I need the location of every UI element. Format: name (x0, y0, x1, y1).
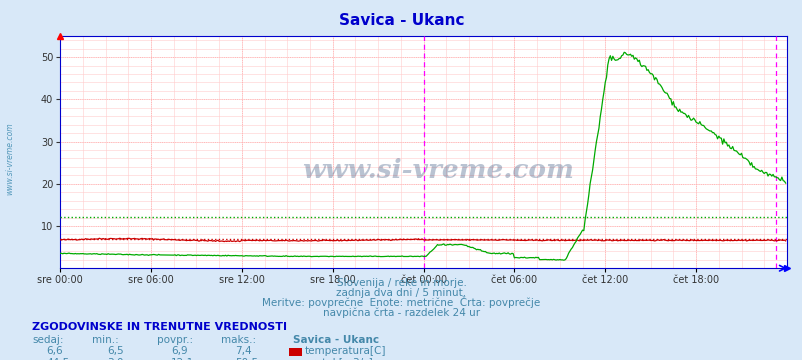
Text: Slovenija / reke in morje.: Slovenija / reke in morje. (336, 278, 466, 288)
Text: povpr.:: povpr.: (156, 335, 192, 345)
Text: 7,4: 7,4 (235, 346, 252, 356)
Text: 3,0: 3,0 (107, 358, 124, 360)
Text: www.si-vreme.com: www.si-vreme.com (302, 158, 573, 183)
Text: 6,5: 6,5 (107, 346, 124, 356)
Text: Savica - Ukanc: Savica - Ukanc (293, 335, 379, 345)
Text: 50,5: 50,5 (235, 358, 258, 360)
Text: temperatura[C]: temperatura[C] (305, 346, 386, 356)
Text: 6,9: 6,9 (171, 346, 188, 356)
Text: zadnja dva dni / 5 minut.: zadnja dva dni / 5 minut. (336, 288, 466, 298)
Text: www.si-vreme.com: www.si-vreme.com (5, 122, 14, 195)
Text: Meritve: povprečne  Enote: metrične  Črta: povprečje: Meritve: povprečne Enote: metrične Črta:… (262, 296, 540, 309)
Text: 12,1: 12,1 (171, 358, 194, 360)
Text: navpična črta - razdelek 24 ur: navpična črta - razdelek 24 ur (322, 308, 480, 319)
Text: maks.:: maks.: (221, 335, 256, 345)
Text: Savica - Ukanc: Savica - Ukanc (338, 13, 464, 28)
Text: ZGODOVINSKE IN TRENUTNE VREDNOSTI: ZGODOVINSKE IN TRENUTNE VREDNOSTI (32, 323, 287, 333)
Text: 6,6: 6,6 (47, 346, 63, 356)
Text: pretok[m3/s]: pretok[m3/s] (305, 358, 372, 360)
Text: min.:: min.: (92, 335, 119, 345)
Text: 44,5: 44,5 (47, 358, 70, 360)
Text: sedaj:: sedaj: (32, 335, 63, 345)
